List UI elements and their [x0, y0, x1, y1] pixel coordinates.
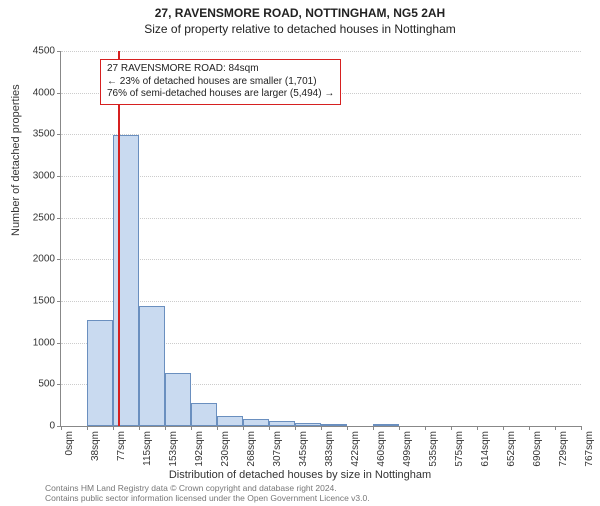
y-tick-label: 1500 [15, 296, 55, 307]
x-tick-label: 230sqm [220, 431, 231, 467]
x-tick-label: 192sqm [194, 431, 205, 467]
x-tick-mark [269, 426, 270, 430]
page-title-address: 27, RAVENSMORE ROAD, NOTTINGHAM, NG5 2AH [0, 6, 600, 20]
footer-line2: Contains public sector information licen… [45, 494, 370, 504]
histogram-bar [191, 403, 217, 426]
x-tick-label: 767sqm [584, 431, 595, 467]
footer-attribution: Contains HM Land Registry data © Crown c… [45, 484, 370, 504]
y-tick-label: 1000 [15, 337, 55, 348]
x-tick-label: 345sqm [298, 431, 309, 467]
y-tick-mark [57, 93, 61, 94]
histogram-bar [165, 373, 191, 426]
chart-area: 27 RAVENSMORE ROAD: 84sqm ← 23% of detac… [60, 51, 580, 426]
histogram-bar [113, 135, 139, 426]
x-tick-label: 460sqm [376, 431, 387, 467]
gridline [61, 176, 581, 177]
x-tick-label: 652sqm [506, 431, 517, 467]
y-tick-mark [57, 384, 61, 385]
y-tick-mark [57, 134, 61, 135]
x-axis-label: Distribution of detached houses by size … [0, 469, 600, 481]
x-tick-label: 729sqm [558, 431, 569, 467]
y-tick-label: 500 [15, 379, 55, 390]
marker-legend: 27 RAVENSMORE ROAD: 84sqm ← 23% of detac… [100, 59, 341, 105]
x-tick-mark [243, 426, 244, 430]
x-tick-mark [217, 426, 218, 430]
x-tick-label: 575sqm [454, 431, 465, 467]
plot-region [60, 51, 581, 427]
x-tick-mark [425, 426, 426, 430]
y-tick-label: 4000 [15, 87, 55, 98]
y-tick-label: 0 [15, 421, 55, 432]
legend-line1: 27 RAVENSMORE ROAD: 84sqm [107, 63, 334, 76]
x-tick-mark [87, 426, 88, 430]
x-tick-mark [347, 426, 348, 430]
x-tick-mark [503, 426, 504, 430]
x-tick-label: 690sqm [532, 431, 543, 467]
y-tick-mark [57, 218, 61, 219]
y-tick-label: 4500 [15, 46, 55, 57]
x-tick-label: 614sqm [480, 431, 491, 467]
x-tick-mark [399, 426, 400, 430]
legend-line3: 76% of semi-detached houses are larger (… [107, 88, 334, 101]
legend-line2: ← 23% of detached houses are smaller (1,… [107, 76, 334, 89]
page-title-subtitle: Size of property relative to detached ho… [0, 22, 600, 36]
x-tick-label: 77sqm [116, 431, 127, 461]
histogram-bar [321, 424, 347, 427]
gridline [61, 259, 581, 260]
x-tick-label: 535sqm [428, 431, 439, 467]
x-tick-mark [61, 426, 62, 430]
x-tick-mark [373, 426, 374, 430]
x-tick-mark [139, 426, 140, 430]
y-tick-mark [57, 51, 61, 52]
x-tick-mark [451, 426, 452, 430]
x-tick-mark [529, 426, 530, 430]
x-tick-mark [477, 426, 478, 430]
x-tick-label: 307sqm [272, 431, 283, 467]
x-tick-label: 383sqm [324, 431, 335, 467]
x-tick-label: 115sqm [142, 431, 153, 466]
y-tick-mark [57, 343, 61, 344]
x-tick-mark [321, 426, 322, 430]
gridline [61, 134, 581, 135]
x-tick-label: 499sqm [402, 431, 413, 467]
x-tick-mark [295, 426, 296, 430]
histogram-bar [217, 416, 243, 426]
y-tick-mark [57, 176, 61, 177]
gridline [61, 301, 581, 302]
y-tick-label: 3000 [15, 171, 55, 182]
y-tick-label: 2500 [15, 212, 55, 223]
gridline [61, 218, 581, 219]
y-tick-label: 3500 [15, 129, 55, 140]
x-tick-label: 268sqm [246, 431, 257, 467]
x-tick-mark [191, 426, 192, 430]
histogram-bar [295, 423, 321, 426]
y-tick-mark [57, 259, 61, 260]
histogram-bar [373, 424, 399, 427]
x-tick-label: 153sqm [168, 431, 179, 467]
x-tick-label: 0sqm [64, 431, 75, 455]
x-tick-label: 422sqm [350, 431, 361, 467]
x-tick-mark [581, 426, 582, 430]
histogram-bar [269, 421, 295, 426]
x-tick-label: 38sqm [90, 431, 101, 461]
y-tick-mark [57, 301, 61, 302]
x-tick-mark [113, 426, 114, 430]
x-tick-mark [165, 426, 166, 430]
histogram-bar [87, 320, 113, 426]
y-tick-label: 2000 [15, 254, 55, 265]
histogram-bar [243, 419, 269, 426]
gridline [61, 51, 581, 52]
x-tick-mark [555, 426, 556, 430]
property-marker-line [118, 51, 120, 426]
histogram-bar [139, 306, 165, 426]
